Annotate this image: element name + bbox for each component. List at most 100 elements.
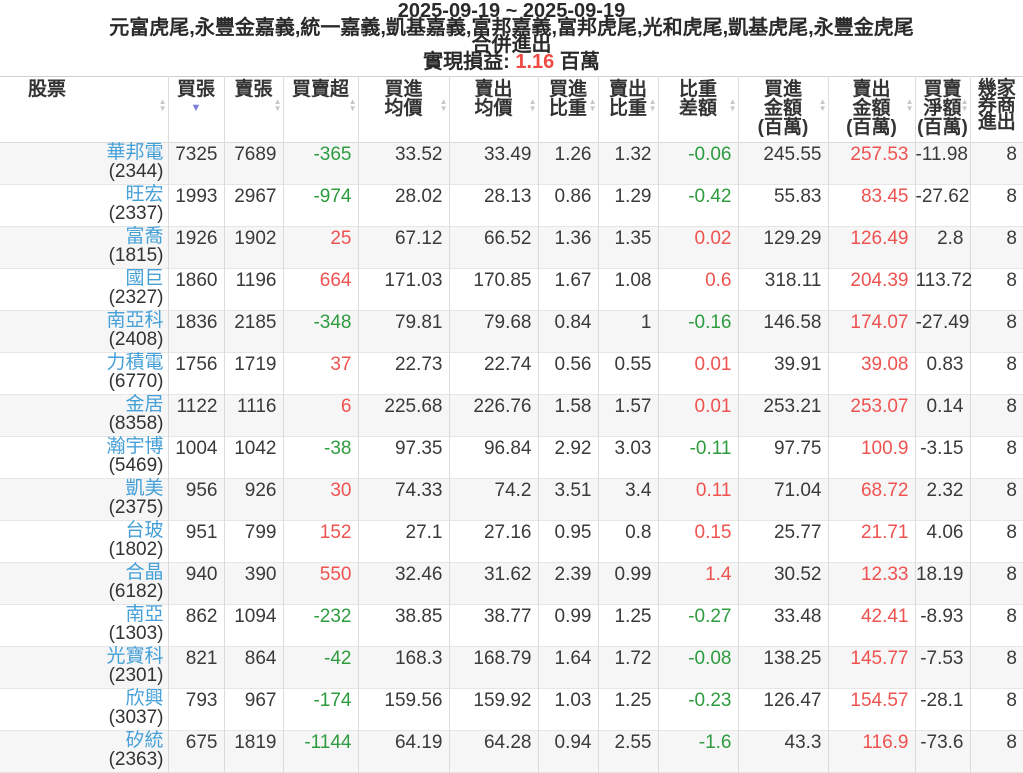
cell-sell-weight: 1 [598, 311, 658, 353]
column-label-net-lots: 買賣超 [284, 80, 358, 99]
stock-name-link[interactable]: 旺宏 [0, 186, 164, 204]
cell-net-amount: 0.14 [915, 395, 970, 437]
cell-buy-amount: 253.21 [738, 395, 828, 437]
cell-net-lots: -1144 [283, 731, 358, 773]
cell-buy-amount: 138.25 [738, 647, 828, 689]
cell-buy-lots: 1860 [168, 269, 224, 311]
cell-buy-amount: 97.75 [738, 437, 828, 479]
stock-code: (1815) [0, 246, 164, 265]
column-header-net-amount[interactable]: 買賣淨額(百萬)▲▼ [915, 77, 970, 143]
stock-name-link[interactable]: 力積電 [0, 354, 164, 372]
cell-sell-avg-price: 74.2 [449, 479, 538, 521]
column-header-weight-diff[interactable]: 比重差額▲▼ [658, 77, 738, 143]
column-header-buy-lots[interactable]: 買張▼ [168, 77, 224, 143]
stock-code: (2337) [0, 204, 164, 223]
cell-sell-amount: 257.53 [828, 143, 915, 185]
stock-name-link[interactable]: 欣興 [0, 690, 164, 708]
column-label-stock: 股票 [28, 80, 168, 99]
stock-name-link[interactable]: 合晶 [0, 564, 164, 582]
cell-stock: 合晶(6182) [0, 563, 168, 605]
stock-name-link[interactable]: 矽統 [0, 732, 164, 750]
cell-sell-amount: 126.49 [828, 227, 915, 269]
cell-buy-weight: 1.26 [538, 143, 598, 185]
cell-broker-count: 8 [970, 143, 1023, 185]
cell-stock: 國巨(2327) [0, 269, 168, 311]
cell-net-lots: 664 [283, 269, 358, 311]
cell-sell-avg-price: 28.13 [449, 185, 538, 227]
cell-weight-diff: -0.16 [658, 311, 738, 353]
cell-buy-amount: 318.11 [738, 269, 828, 311]
cell-broker-count: 8 [970, 521, 1023, 563]
cell-stock: 南亞(1303) [0, 605, 168, 647]
cell-buy-lots: 1993 [168, 185, 224, 227]
cell-broker-count: 8 [970, 647, 1023, 689]
table-header-row: 股票▲▼買張▼賣張▲▼買賣超▲▼買進均價▲▼賣出均價▲▼買進比重▲▼賣出比重▲▼… [0, 77, 1023, 143]
column-header-sell-weight[interactable]: 賣出比重▲▼ [598, 77, 658, 143]
cell-net-amount: -8.93 [915, 605, 970, 647]
cell-sell-amount: 154.57 [828, 689, 915, 731]
cell-buy-weight: 0.56 [538, 353, 598, 395]
cell-sell-lots: 967 [224, 689, 283, 731]
stock-name-link[interactable]: 富喬 [0, 228, 164, 246]
cell-sell-amount: 100.9 [828, 437, 915, 479]
cell-stock: 富喬(1815) [0, 227, 168, 269]
column-header-net-lots[interactable]: 買賣超▲▼ [283, 77, 358, 143]
cell-buy-amount: 30.52 [738, 563, 828, 605]
column-header-sell-amount[interactable]: 賣出金額(百萬)▲▼ [828, 77, 915, 143]
cell-weight-diff: 0.02 [658, 227, 738, 269]
cell-sell-avg-price: 27.16 [449, 521, 538, 563]
cell-weight-diff: -0.23 [658, 689, 738, 731]
stock-name-link[interactable]: 南亞科 [0, 312, 164, 330]
realized-pl-label: 實現損益: [423, 51, 510, 73]
stock-code: (2344) [0, 162, 164, 181]
cell-buy-avg-price: 64.19 [358, 731, 449, 773]
column-header-stock[interactable]: 股票▲▼ [0, 77, 168, 143]
column-header-buy-amount[interactable]: 買進金額(百萬)▲▼ [738, 77, 828, 143]
cell-net-lots: 30 [283, 479, 358, 521]
cell-net-lots: -38 [283, 437, 358, 479]
cell-weight-diff: -0.11 [658, 437, 738, 479]
cell-sell-lots: 2185 [224, 311, 283, 353]
stock-code: (6770) [0, 372, 164, 391]
column-label-buy-avg-price: 買進均價 [359, 80, 449, 118]
cell-buy-avg-price: 168.3 [358, 647, 449, 689]
column-header-sell-avg-price[interactable]: 賣出均價▲▼ [449, 77, 538, 143]
cell-sell-weight: 0.8 [598, 521, 658, 563]
column-label-sell-avg-price: 賣出均價 [450, 80, 538, 118]
stock-name-link[interactable]: 凱美 [0, 480, 164, 498]
stock-code: (1802) [0, 540, 164, 559]
stock-name-link[interactable]: 光寶科 [0, 648, 164, 666]
cell-net-amount: 18.19 [915, 563, 970, 605]
stock-name-link[interactable]: 華邦電 [0, 144, 164, 162]
cell-sell-amount: 145.77 [828, 647, 915, 689]
cell-sell-weight: 0.55 [598, 353, 658, 395]
sort-toggle-icon: ▲▼ [729, 98, 737, 112]
realized-pl-value: 1.16 [515, 51, 554, 73]
stock-name-link[interactable]: 台玻 [0, 522, 164, 540]
cell-net-lots: -365 [283, 143, 358, 185]
stock-name-link[interactable]: 國巨 [0, 270, 164, 288]
cell-sell-avg-price: 64.28 [449, 731, 538, 773]
cell-sell-lots: 1116 [224, 395, 283, 437]
column-header-sell-lots[interactable]: 賣張▲▼ [224, 77, 283, 143]
column-header-buy-weight[interactable]: 買進比重▲▼ [538, 77, 598, 143]
cell-stock: 光寶科(2301) [0, 647, 168, 689]
stock-name-link[interactable]: 金居 [0, 396, 164, 414]
stock-code: (2363) [0, 750, 164, 769]
cell-buy-weight: 1.36 [538, 227, 598, 269]
column-label-weight-diff: 比重差額 [659, 80, 738, 118]
cell-stock: 華邦電(2344) [0, 143, 168, 185]
cell-weight-diff: 0.01 [658, 353, 738, 395]
cell-sell-avg-price: 33.49 [449, 143, 538, 185]
cell-sell-weight: 2.55 [598, 731, 658, 773]
stock-name-link[interactable]: 瀚宇博 [0, 438, 164, 456]
cell-buy-weight: 0.86 [538, 185, 598, 227]
column-header-buy-avg-price[interactable]: 買進均價▲▼ [358, 77, 449, 143]
cell-buy-amount: 126.47 [738, 689, 828, 731]
stock-name-link[interactable]: 南亞 [0, 606, 164, 624]
cell-broker-count: 8 [970, 353, 1023, 395]
